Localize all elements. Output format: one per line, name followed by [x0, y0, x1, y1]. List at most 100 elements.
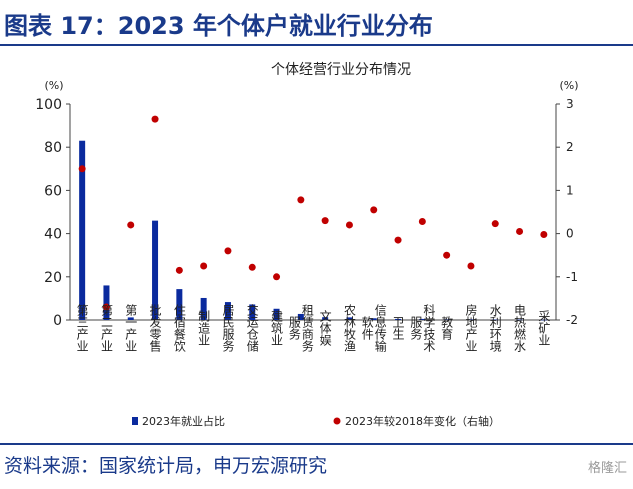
point-17	[491, 220, 499, 228]
x-label-18: 电热燃水	[513, 304, 527, 352]
point-10	[321, 217, 329, 225]
x-label-text: 住宿餐饮	[172, 304, 186, 353]
bar-12	[370, 318, 377, 320]
bar-3	[152, 220, 159, 320]
left-tick-label: 0	[53, 313, 62, 329]
x-label-text: 第一产业	[124, 304, 138, 352]
bar-6	[224, 302, 231, 320]
bar-2	[127, 317, 134, 320]
x-label-4: 住宿餐饮	[172, 304, 186, 353]
bar-15	[443, 319, 450, 320]
legend-dot-swatch	[333, 417, 341, 425]
left-tick-label: 20	[44, 270, 62, 286]
x-label-5: 制造业	[197, 310, 211, 346]
x-label-text: 电热燃水	[513, 304, 527, 352]
chart-title: 个体经营行业分布情况	[271, 62, 411, 78]
x-label-text: 采矿业	[537, 310, 551, 346]
legend-dot-label: 2023年较2018年变化（右轴）	[345, 414, 500, 428]
point-4	[175, 266, 183, 274]
right-tick-label: -1	[566, 270, 578, 284]
point-11	[345, 221, 353, 229]
point-6	[224, 247, 232, 255]
point-12	[370, 206, 378, 214]
point-3	[151, 115, 159, 123]
point-9	[297, 196, 305, 204]
watermark: 格隆汇	[587, 461, 627, 476]
right-axis-unit: (%)	[559, 79, 578, 92]
chart-svg: 个体经营行业分布情况 (%) (%) 020406080100-2-10123 …	[35, 62, 578, 428]
source-note: 资料来源：国家统计局，申万宏源研究	[4, 455, 328, 477]
chart-area: 个体经营行业分布情况 (%) (%) 0 20 40 60 80 100 -2 -1 0 1 2 3 …	[0, 46, 633, 444]
bar-1	[103, 285, 110, 320]
x-label-text: 批发零售	[148, 303, 162, 352]
x-label-15: 教育	[440, 315, 454, 341]
x-label-text: 水利环境	[488, 304, 502, 352]
x-label-8: 建筑业	[270, 310, 284, 346]
x-label-text: 第二产业	[99, 304, 113, 352]
right-tick-label: 2	[566, 140, 574, 154]
bars-group	[79, 140, 547, 321]
x-label-text: 服务	[409, 316, 423, 340]
x-label-3: 批发零售	[148, 303, 162, 352]
x-label-text: 教育	[440, 315, 454, 341]
x-labels-group: 第三产业 第二产业 第一产业 批发零售 住宿餐饮 制造业 居民服务 交运仓储 建筑业 租赁商务 服务…	[75, 303, 551, 353]
x-label-text: 农林牧渔	[342, 304, 356, 352]
point-0	[78, 165, 86, 173]
bar-9	[297, 313, 304, 320]
x-label-17: 水利环境	[488, 304, 502, 352]
x-label-6: 居民服务	[221, 304, 235, 352]
x-label-16: 房地产业	[464, 303, 478, 352]
title-rule	[0, 44, 633, 46]
left-tick-label: 40	[44, 227, 62, 243]
point-13	[394, 236, 402, 244]
point-15	[443, 251, 451, 259]
point-18	[516, 227, 524, 235]
bar-4	[176, 289, 183, 320]
point-8	[273, 273, 281, 281]
x-label-text: 租赁商务	[300, 304, 314, 352]
bar-5	[200, 297, 207, 320]
figure-title: 图表 17：2023 年个体户就业行业分布	[4, 12, 433, 40]
point-5	[200, 262, 208, 270]
bar-14	[419, 318, 426, 320]
x-label-text: 科学技术	[422, 304, 436, 352]
point-19	[540, 230, 548, 238]
point-2	[127, 221, 135, 229]
bar-11	[346, 317, 353, 320]
x-label-13: 卫生	[391, 316, 405, 340]
bar-7	[249, 304, 256, 320]
bar-13	[395, 318, 402, 320]
x-label-10: 文体娱	[318, 309, 332, 347]
x-label-11: 农林牧渔	[342, 304, 356, 352]
point-1	[102, 303, 110, 311]
x-label-19: 采矿业	[537, 310, 551, 346]
bar-16	[467, 319, 474, 320]
legend-bar-label: 2023年就业占比	[142, 414, 225, 428]
points-group	[78, 115, 548, 311]
x-label-7: 交运仓储	[245, 303, 259, 352]
x-label-text: 居民服务	[221, 304, 235, 352]
x-label-text: 软件	[360, 316, 374, 340]
x-label-text: 信息传输	[373, 304, 387, 353]
point-16	[467, 262, 475, 270]
x-label-2: 第一产业	[124, 304, 138, 352]
legend-bar-swatch	[132, 417, 138, 425]
right-tick-label: 1	[566, 183, 574, 197]
figure-header: 图表 17：2023 年个体户就业行业分布	[0, 0, 633, 44]
x-label-0: 第三产业	[75, 304, 89, 352]
x-label-text: 第三产业	[75, 304, 89, 352]
bar-8	[273, 308, 280, 320]
left-tick-label: 100	[35, 97, 62, 113]
left-tick-label: 80	[44, 140, 62, 156]
bar-19	[540, 319, 547, 321]
bar-0	[79, 140, 86, 320]
right-tick-label: 3	[566, 97, 574, 111]
x-label-text: 房地产业	[464, 303, 478, 352]
point-14	[418, 218, 426, 226]
x-label-text: 建筑业	[270, 310, 284, 346]
left-axis-unit: (%)	[44, 79, 63, 92]
left-tick-label: 60	[44, 183, 62, 199]
x-label-text: 交运仓储	[245, 303, 259, 352]
